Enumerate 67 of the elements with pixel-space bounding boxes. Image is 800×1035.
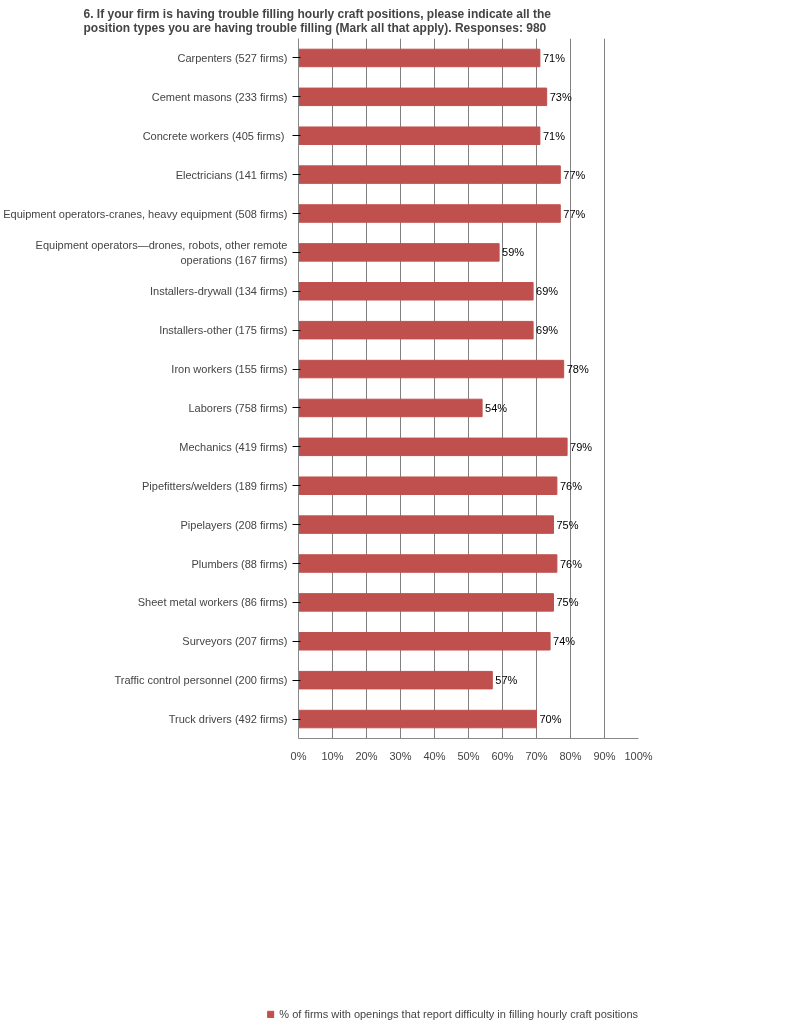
x-tick-label: 90% <box>593 749 616 762</box>
bar <box>298 204 561 223</box>
y-tick-label: Pipefitters/welders (189 firms) <box>142 479 288 492</box>
y-tick-label: Iron workers (155 firms) <box>171 363 288 376</box>
x-tick-label: 70% <box>525 749 548 762</box>
y-tick-label: Plumbers (88 firms) <box>191 557 288 570</box>
x-tick-label: 10% <box>321 749 344 762</box>
data-label: 75% <box>556 596 579 609</box>
data-label: 78% <box>566 363 589 376</box>
data-label: 76% <box>559 557 583 570</box>
data-label: 76% <box>559 479 583 492</box>
bar <box>298 398 483 418</box>
x-tick-label: 0% <box>290 749 307 762</box>
bar <box>298 593 554 612</box>
x-tick-label: 50% <box>457 749 480 762</box>
y-tick-label: Laborers (758 firms) <box>188 401 288 414</box>
x-tick-label: 20% <box>355 749 378 762</box>
bar <box>298 554 558 573</box>
data-label: 57% <box>495 674 518 687</box>
bar <box>298 243 500 262</box>
bar <box>298 359 565 379</box>
data-label: 70% <box>539 713 562 726</box>
y-tick-label: Carpenters (527 firms) <box>177 51 288 64</box>
y-tick-label: Installers-other (175 firms) <box>159 324 288 337</box>
y-tick-label: Cement masons (233 firms) <box>151 90 288 103</box>
y-tick-label: Pipelayers (208 firms) <box>180 518 288 531</box>
data-label: 71% <box>542 129 566 142</box>
bar <box>298 165 561 184</box>
data-label: 69% <box>536 285 559 298</box>
y-tick-label: Equipment operators—drones, robots, other remote operations (167 firms) <box>35 239 288 266</box>
bar <box>298 87 548 107</box>
y-tick-label: Electricians (141 firms) <box>175 168 288 181</box>
x-tick-label: 60% <box>491 749 514 762</box>
data-label: 71% <box>542 51 566 64</box>
data-label: 75% <box>556 518 579 531</box>
chart-title: 6. If your firm is having trouble filling hourly craft positions, please indicate all the position types you are having trouble filling (Mark all that apply). Responses: 980 <box>83 6 552 35</box>
x-tick-label: 80% <box>559 749 582 762</box>
data-label: 74% <box>553 635 576 648</box>
y-tick-label: Equipment operators-cranes, heavy equipment (508 firms) <box>3 207 288 220</box>
y-tick-label: Installers-drywall (134 firms) <box>149 285 288 298</box>
bar <box>298 476 558 495</box>
y-tick-label: Mechanics (419 firms) <box>179 440 288 453</box>
legend-label: % of firms with openings that report difficulty in filling hourly craft positions <box>279 1008 638 1020</box>
bar <box>298 515 554 534</box>
data-label: 59% <box>502 246 525 259</box>
bar <box>298 48 541 68</box>
y-tick-label: Concrete workers (405 firms) <box>142 129 285 142</box>
data-label: 77% <box>563 207 586 220</box>
bar <box>298 437 568 457</box>
data-label: 73% <box>549 90 572 103</box>
data-label: 54% <box>485 401 508 414</box>
bar <box>298 282 534 301</box>
bar <box>298 126 541 145</box>
data-label: 77% <box>563 168 586 181</box>
bar <box>298 709 537 729</box>
x-tick-label: 40% <box>423 749 446 762</box>
data-label: 79% <box>570 440 593 453</box>
y-tick-label: Sheet metal workers (86 firms) <box>137 596 288 609</box>
bar <box>298 670 493 690</box>
y-tick-label: Traffic control personnel (200 firms) <box>114 674 288 687</box>
bar <box>298 320 534 340</box>
x-tick-label: 30% <box>389 749 412 762</box>
data-label: 69% <box>536 324 559 337</box>
y-tick-label: Truck drivers (492 firms) <box>168 713 288 726</box>
bar <box>298 632 551 651</box>
x-tick-label: 100% <box>624 749 653 762</box>
y-tick-label: Surveyors (207 firms) <box>182 635 288 648</box>
